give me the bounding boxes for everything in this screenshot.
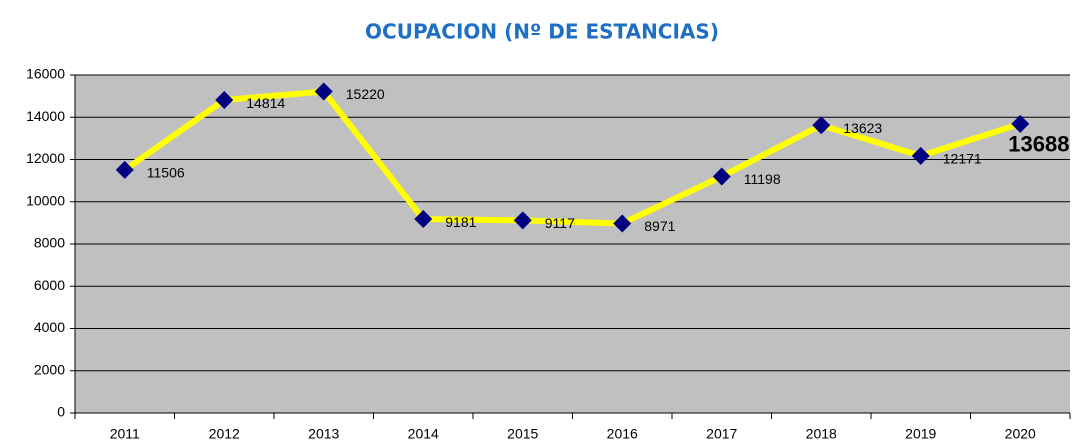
data-label: 12171 bbox=[943, 151, 982, 167]
data-label: 15220 bbox=[346, 86, 385, 102]
marker bbox=[712, 167, 731, 186]
line bbox=[123, 88, 1022, 227]
x-tick-label: 2018 bbox=[806, 426, 837, 442]
y-tick-label: 12000 bbox=[26, 150, 65, 166]
marker bbox=[513, 211, 532, 230]
marker bbox=[115, 160, 134, 179]
marker bbox=[812, 116, 831, 135]
data-label: 11198 bbox=[744, 171, 781, 187]
y-tick-label: 16000 bbox=[26, 66, 65, 82]
data-label: 8971 bbox=[644, 218, 675, 234]
x-tick-label: 2015 bbox=[507, 426, 538, 442]
marker bbox=[911, 146, 930, 165]
data-label: 11506 bbox=[147, 165, 185, 181]
data-label: 14814 bbox=[246, 95, 285, 111]
chart-title: OCUPACION (Nº DE ESTANCIAS) bbox=[365, 20, 719, 44]
data-label: 13688 bbox=[1008, 132, 1069, 157]
marker bbox=[1011, 114, 1030, 133]
y-tick-label: 6000 bbox=[34, 277, 65, 293]
y-tick-label: 10000 bbox=[26, 192, 65, 208]
x-tick-label: 2020 bbox=[1005, 426, 1036, 442]
data-label: 13623 bbox=[843, 120, 882, 136]
x-tick-label: 2012 bbox=[209, 426, 240, 442]
y-tick-label: 8000 bbox=[34, 235, 65, 251]
data-label: 9181 bbox=[445, 214, 476, 230]
data-label: 9117 bbox=[545, 215, 575, 231]
x-tick-label: 2016 bbox=[607, 426, 638, 442]
y-tick-label: 0 bbox=[57, 404, 65, 420]
marker bbox=[414, 210, 433, 229]
x-tick-label: 2019 bbox=[905, 426, 936, 442]
y-tick-label: 4000 bbox=[34, 319, 65, 335]
x-tick-label: 2013 bbox=[308, 426, 339, 442]
y-tick-label: 14000 bbox=[26, 108, 65, 124]
marker bbox=[215, 91, 234, 110]
x-tick-label: 2014 bbox=[408, 426, 439, 442]
x-tick-label: 2011 bbox=[110, 426, 140, 442]
y-tick-label: 2000 bbox=[34, 361, 65, 377]
x-tick-label: 2017 bbox=[706, 426, 737, 442]
marker bbox=[613, 214, 632, 233]
marker bbox=[314, 82, 333, 101]
